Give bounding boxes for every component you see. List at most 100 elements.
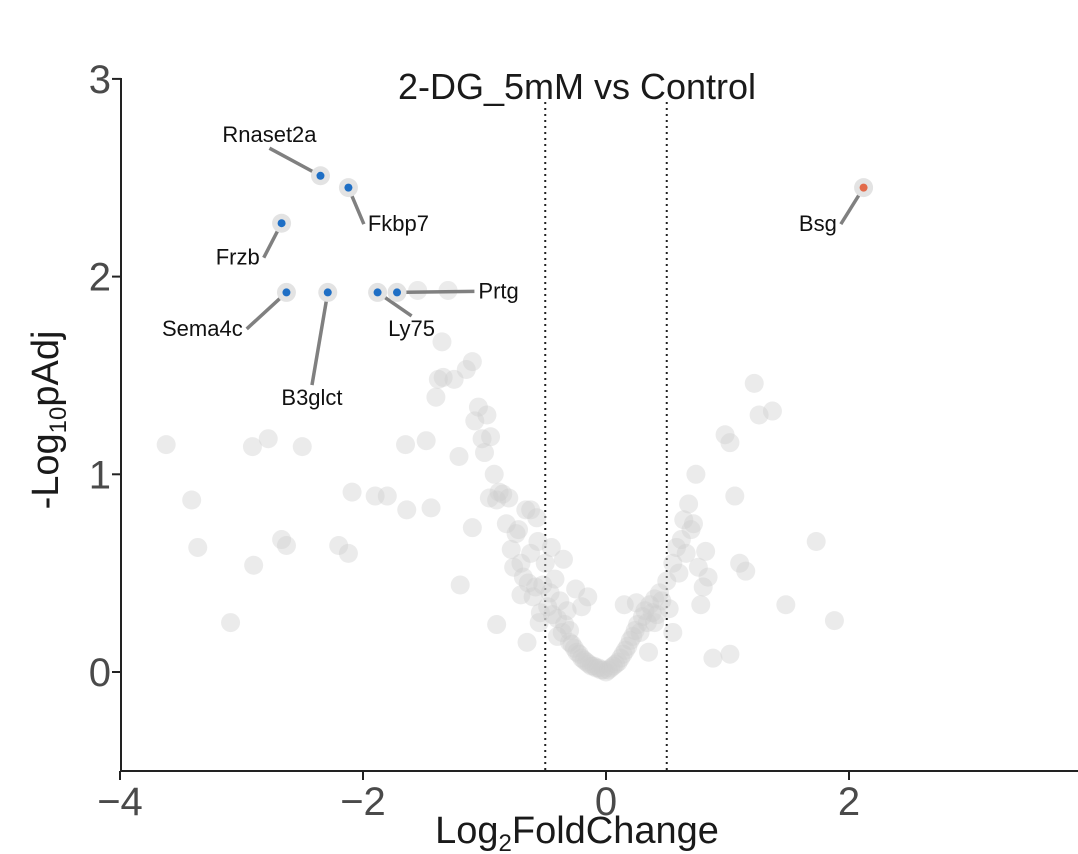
data-point (703, 648, 723, 668)
data-point (504, 557, 524, 577)
gene-label: Prtg (478, 278, 518, 303)
gene-label: Fkbp7 (368, 211, 429, 236)
data-point (511, 553, 531, 573)
y-tick-label: 1 (89, 453, 111, 497)
data-point (693, 577, 713, 597)
data-point (589, 658, 609, 678)
data-point (276, 535, 296, 555)
data-point (560, 632, 580, 652)
data-point (645, 613, 665, 633)
data-point (530, 603, 550, 623)
data-point (824, 611, 844, 631)
x-axis-title-prefix: Log (435, 810, 498, 852)
data-point (744, 373, 764, 393)
data-point (513, 567, 533, 587)
data-point (484, 464, 504, 484)
data-point (329, 535, 349, 555)
highlight-point (344, 183, 353, 192)
data-point (611, 648, 631, 668)
data-point (496, 514, 516, 534)
y-tick-label: 3 (89, 58, 111, 102)
data-point (630, 622, 650, 642)
label-leader-line (268, 146, 322, 178)
data-point (562, 634, 582, 654)
data-point (615, 640, 635, 660)
data-point (574, 650, 594, 670)
data-point (499, 488, 519, 508)
data-point (686, 464, 706, 484)
gene-label: Rnaset2a (222, 122, 317, 147)
data-point (613, 644, 633, 664)
label-leader-line (310, 292, 330, 386)
data-point (567, 642, 587, 662)
data-point (720, 433, 740, 453)
data-point (652, 591, 672, 611)
data-point (736, 561, 756, 581)
highlight-point (859, 183, 868, 192)
gene-label: B3glct (281, 385, 342, 410)
data-point (475, 443, 494, 463)
data-point (426, 387, 446, 407)
data-point (518, 573, 538, 593)
data-point (547, 626, 567, 646)
data-point (506, 524, 526, 544)
data-point (659, 599, 679, 619)
gene-label: Ly75 (388, 316, 435, 341)
data-point (640, 595, 660, 615)
data-point (456, 360, 476, 380)
x-axis-title-subscript: 2 (499, 830, 512, 854)
data-point (528, 532, 548, 552)
data-point (776, 595, 796, 615)
highlight-point (323, 288, 332, 297)
data-point (547, 609, 567, 629)
data-point (676, 543, 696, 563)
data-point (221, 613, 241, 633)
data-point (620, 630, 640, 650)
data-point (614, 595, 634, 615)
gene-label: Bsg (799, 211, 837, 236)
y-axis-title: -Log10pAdj (25, 331, 72, 510)
data-point (481, 427, 501, 447)
y-tick-label: 2 (89, 256, 111, 300)
data-point (749, 405, 769, 425)
data-point (487, 615, 507, 635)
data-point (691, 595, 711, 615)
data-point (577, 652, 597, 672)
data-point (540, 583, 560, 603)
data-point (555, 615, 575, 635)
data-point (432, 332, 452, 352)
data-point (637, 613, 657, 633)
data-point (421, 498, 441, 518)
data-point (618, 636, 638, 656)
x-axis-title-suffix: FoldChange (512, 810, 719, 852)
data-point (529, 613, 549, 633)
data-point (679, 494, 699, 514)
data-point (649, 583, 669, 603)
data-point (688, 557, 708, 577)
data-point (560, 620, 580, 640)
data-point (596, 662, 616, 682)
data-point (493, 484, 513, 504)
data-point (632, 607, 652, 627)
x-tick-label: 0 (595, 780, 617, 824)
data-point (715, 425, 735, 445)
data-point (342, 482, 362, 502)
label-leader-line (396, 289, 475, 295)
data-point (663, 622, 683, 642)
data-point (244, 555, 264, 575)
highlight-point (277, 219, 286, 228)
data-point (598, 660, 618, 680)
data-point (517, 632, 537, 652)
data-point (444, 369, 464, 389)
data-point (428, 369, 448, 389)
data-point (182, 490, 202, 510)
data-point (450, 575, 470, 595)
y-axis-title-suffix: pAdj (25, 331, 67, 407)
data-point (292, 437, 312, 457)
data-point (396, 435, 416, 455)
data-point (625, 620, 645, 640)
data-point (543, 605, 563, 625)
data-point (553, 549, 573, 569)
data-point (416, 431, 436, 451)
